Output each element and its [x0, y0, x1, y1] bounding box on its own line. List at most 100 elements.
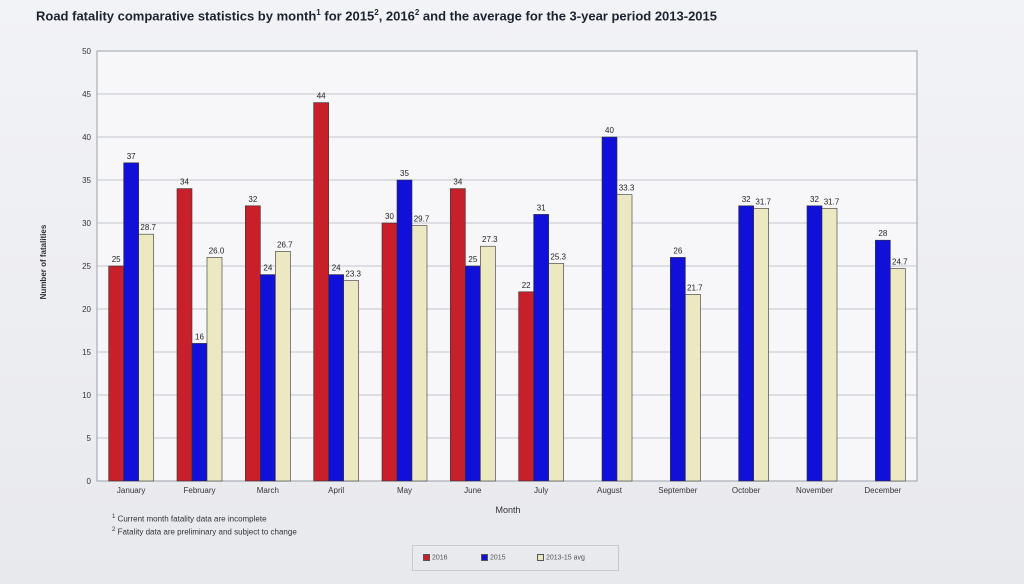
- bar-value-label: 25: [112, 255, 121, 264]
- x-tick-label: July: [534, 486, 548, 495]
- x-tick-label: May: [397, 486, 412, 495]
- x-axis-ticks: January February March April May June July Augu…: [117, 486, 902, 495]
- bar-2015: [191, 343, 208, 482]
- bar-2015: [670, 257, 686, 482]
- bar-2015: [738, 205, 754, 482]
- title-footnote-1: 1: [316, 8, 321, 17]
- legend-item-2015: 2015: [481, 554, 506, 561]
- bar-2016: [108, 265, 124, 482]
- bar-2016: [381, 222, 398, 482]
- y-tick-label: 15: [82, 348, 91, 357]
- bar-value-label: 21.7: [687, 283, 703, 292]
- bar-value-label: 32: [742, 195, 751, 204]
- bar-2016: [518, 291, 534, 482]
- bar-2015: [465, 265, 481, 482]
- bar-value-labels: 25 37 28.7 34 16 26.0 32 24 26.7 44 24 23.3 30 35 29.7…: [112, 92, 908, 342]
- bar-value-label: 16: [195, 332, 204, 341]
- bar-value-label: 34: [453, 178, 462, 187]
- bar-avg: [616, 194, 633, 482]
- bar-value-label: 24.7: [892, 258, 908, 267]
- bar-avg: [890, 268, 906, 482]
- bar-value-label: 27.3: [482, 235, 498, 244]
- legend-item-avg: 2013-15 avg: [537, 554, 585, 561]
- x-tick-label: October: [732, 486, 761, 495]
- y-tick-label: 20: [82, 305, 91, 314]
- y-tick-label: 45: [82, 90, 91, 99]
- bar-avg: [480, 245, 496, 482]
- x-tick-label: January: [117, 486, 145, 495]
- bar-value-label: 24: [332, 264, 341, 273]
- legend-swatch-2016: [423, 554, 430, 561]
- chart-legend: 2016 2015 2013-15 avg: [412, 545, 619, 571]
- chart-title: Road fatality comparative statistics by …: [36, 8, 996, 23]
- title-part-4: and the average for the 3-year period 20…: [419, 8, 717, 24]
- x-tick-label: November: [796, 486, 833, 495]
- bar-2015: [601, 136, 618, 482]
- bar-2016: [450, 188, 466, 482]
- bar-avg: [548, 263, 564, 482]
- bar-2015: [328, 274, 344, 482]
- bar-2015: [533, 214, 549, 482]
- bar-value-label: 25.3: [550, 252, 566, 261]
- bar-2016: [313, 102, 329, 482]
- y-tick-label: 5: [87, 434, 92, 443]
- bar-avg: [343, 280, 359, 482]
- bar-value-label: 26.7: [277, 240, 293, 249]
- bar-avg: [275, 251, 291, 482]
- y-axis-ticks: 0 5 10 15 20 25 30 35 40 45 50: [82, 47, 91, 486]
- title-part-3: , 2016: [378, 8, 415, 24]
- bar-2016: [176, 188, 193, 482]
- y-tick-label: 50: [82, 47, 91, 56]
- bar-value-label: 31: [537, 203, 546, 212]
- bar-avg: [138, 233, 154, 482]
- y-tick-label: 35: [82, 176, 91, 185]
- bars: [108, 102, 906, 482]
- y-tick-label: 25: [82, 262, 91, 271]
- x-tick-label: August: [597, 486, 623, 495]
- title-footnote-2: 2: [374, 8, 379, 17]
- bar-2016: [245, 205, 261, 482]
- bar-2015: [260, 274, 276, 482]
- x-tick-label: February: [183, 486, 215, 495]
- bar-value-label: 22: [522, 281, 531, 290]
- bar-value-label: 32: [810, 195, 819, 204]
- bar-2015: [875, 239, 891, 482]
- bar-value-label: 31.7: [824, 197, 840, 206]
- x-tick-label: June: [464, 486, 482, 495]
- y-tick-label: 10: [82, 391, 91, 400]
- bar-avg: [411, 225, 428, 482]
- bar-value-label: 32: [248, 195, 257, 204]
- legend-swatch-avg: [537, 554, 544, 561]
- bar-value-label: 33.3: [619, 184, 635, 193]
- title-footnote-3: 2: [414, 8, 420, 17]
- bar-value-label: 26: [673, 246, 682, 255]
- legend-item-2016: 2016: [423, 554, 448, 561]
- bar-2015: [396, 179, 413, 482]
- x-tick-label: September: [658, 486, 697, 495]
- bar-value-label: 40: [605, 126, 614, 135]
- bar-value-label: 24: [263, 264, 272, 273]
- x-axis-label: Month: [495, 505, 520, 515]
- bar-value-label: 28: [878, 229, 887, 238]
- title-part-2: for 2015: [320, 8, 375, 24]
- y-axis-label: Number of fatalities: [39, 224, 48, 299]
- bar-avg: [753, 208, 769, 482]
- bar-value-label: 44: [317, 92, 326, 101]
- bar-value-label: 35: [400, 169, 409, 178]
- bar-value-label: 31.7: [755, 197, 771, 206]
- bar-value-label: 30: [385, 212, 394, 221]
- bar-2015: [123, 162, 139, 482]
- grid-lines: [97, 93, 917, 439]
- bar-value-label: 37: [127, 152, 136, 161]
- footnote-1: 1 Current month fatality data are incomp…: [112, 514, 267, 524]
- x-tick-label: March: [257, 486, 279, 495]
- bar-value-label: 25: [468, 255, 477, 264]
- x-tick-label: April: [328, 486, 344, 495]
- y-tick-label: 0: [87, 477, 92, 486]
- footnote-2: 2 Fatality data are preliminary and subj…: [112, 526, 297, 537]
- footnotes: 1 Current month fatality data are incomp…: [112, 512, 297, 537]
- bar-value-label: 28.7: [140, 223, 156, 232]
- bar-avg: [685, 294, 701, 482]
